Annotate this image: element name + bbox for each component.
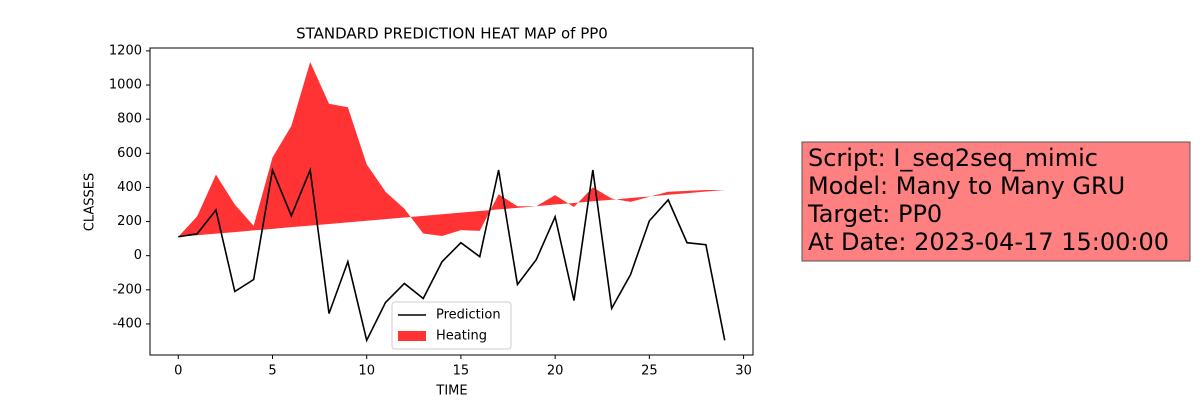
x-tick-label: 15: [453, 364, 470, 379]
info-line: Target: PP0: [807, 200, 942, 228]
x-tick-label: 10: [358, 364, 375, 379]
legend-label: Heating: [436, 329, 487, 344]
y-tick-label: -400: [112, 316, 142, 331]
legend-label: Prediction: [436, 308, 501, 323]
plot-frame: [149, 47, 754, 356]
prediction-line: [178, 166, 726, 343]
y-tick-label: 1000: [109, 78, 142, 93]
x-tick-label: 20: [547, 364, 564, 379]
y-tick-label: 1200: [109, 43, 142, 58]
info-box: [801, 141, 1191, 262]
info-line: At Date: 2023-04-17 15:00:00: [808, 228, 1169, 256]
y-tick-label: 200: [117, 214, 142, 229]
info-line: Model: Many to Many GRU: [808, 172, 1125, 200]
x-tick-label: 25: [641, 364, 658, 379]
info-line: Script: I_seq2seq_mimic: [808, 144, 1098, 172]
y-tick-label: -200: [112, 282, 142, 297]
x-tick-label: 5: [268, 364, 276, 379]
y-tick-label: 400: [117, 180, 142, 195]
y-axis-label: CLASSES: [83, 173, 98, 231]
chart-title: STANDARD PREDICTION HEAT MAP of PP0: [296, 25, 608, 43]
y-tick-label: 600: [117, 146, 142, 161]
y-tick-label: 0: [134, 248, 142, 263]
x-axis-label: TIME: [435, 384, 467, 399]
legend-swatch: [398, 331, 426, 341]
x-tick-label: 30: [735, 364, 752, 379]
y-tick-label: 800: [117, 112, 142, 127]
heating-band: [178, 61, 725, 237]
x-tick-label: 0: [174, 364, 182, 379]
